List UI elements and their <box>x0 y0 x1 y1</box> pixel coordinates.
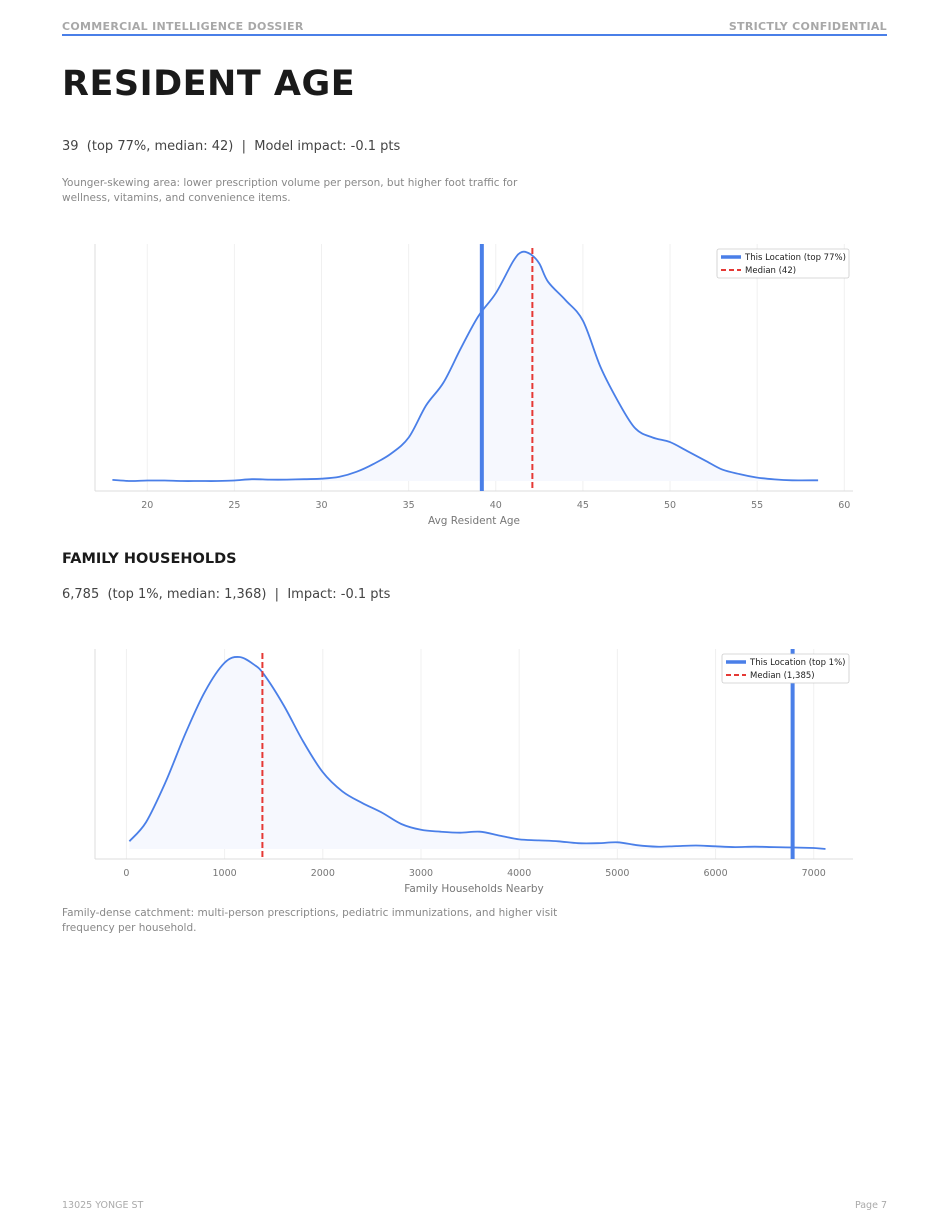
page-number: Page 7 <box>854 1200 887 1211</box>
legend-label-location: This Location (top 1%) <box>749 658 845 668</box>
x-tick-label: 2000 <box>311 868 335 879</box>
x-tick-label: 3000 <box>409 868 433 879</box>
x-tick-label: 6000 <box>703 868 727 879</box>
x-tick-label: 1000 <box>213 868 237 879</box>
x-axis-title: Family Households Nearby <box>404 883 543 895</box>
section-heading-family-households: FAMILY HOUSEHOLDS <box>62 551 237 567</box>
x-tick-label: 40 <box>490 500 502 511</box>
x-tick-label: 5000 <box>605 868 629 879</box>
x-tick-label: 0 <box>123 868 129 879</box>
age-stat-line: 39 (top 77%, median: 42) | Model impact:… <box>62 139 401 154</box>
x-tick-label: 45 <box>577 500 589 511</box>
legend-label-location: This Location (top 77%) <box>744 253 846 263</box>
age-note-line: wellness, vitamins, and convenience item… <box>62 192 291 204</box>
x-tick-label: 35 <box>403 500 415 511</box>
family-note-line: frequency per household. <box>62 922 197 934</box>
page-title: RESIDENT AGE <box>62 64 356 104</box>
age-note-line: Younger-skewing area: lower prescription… <box>62 177 518 189</box>
x-tick-label: 50 <box>664 500 676 511</box>
x-tick-label: 20 <box>141 500 153 511</box>
family-note-line: Family-dense catchment: multi-person pre… <box>62 907 558 919</box>
x-tick-label: 55 <box>751 500 763 511</box>
confidentiality-label: STRICTLY CONFIDENTIAL <box>728 20 887 33</box>
x-tick-label: 25 <box>228 500 240 511</box>
legend-box <box>721 653 850 684</box>
header-rule <box>62 34 887 36</box>
x-tick-label: 7000 <box>802 868 826 879</box>
x-tick-label: 60 <box>838 500 850 511</box>
density-area <box>112 251 819 482</box>
legend-label-median: Median (1,385) <box>750 671 815 681</box>
density-curve <box>128 656 826 850</box>
legend-label-median: Median (42) <box>745 266 796 276</box>
x-tick-label: 30 <box>315 500 327 511</box>
family-households-chart: 0 1000 2000 3000 4000 5000 6000 7000 Family Hous… <box>94 649 853 895</box>
age-distribution-chart: 20 25 30 35 40 45 50 55 60 Avg Resident Age This L… <box>94 244 853 527</box>
family-note: Family-dense catchment: multi-person pre… <box>62 906 557 936</box>
x-tick-label: 4000 <box>507 868 531 879</box>
footer-address: 13025 YONGE ST <box>62 1200 144 1211</box>
legend-box <box>716 248 850 279</box>
density-curve <box>112 250 819 482</box>
family-stat-line: 6,785 (top 1%, median: 1,368) | Impact: … <box>62 587 391 602</box>
density-area <box>129 656 826 849</box>
age-note: Younger-skewing area: lower prescription… <box>62 176 517 206</box>
x-axis-title: Avg Resident Age <box>428 515 520 527</box>
header-title: COMMERCIAL INTELLIGENCE DOSSIER <box>62 20 304 33</box>
